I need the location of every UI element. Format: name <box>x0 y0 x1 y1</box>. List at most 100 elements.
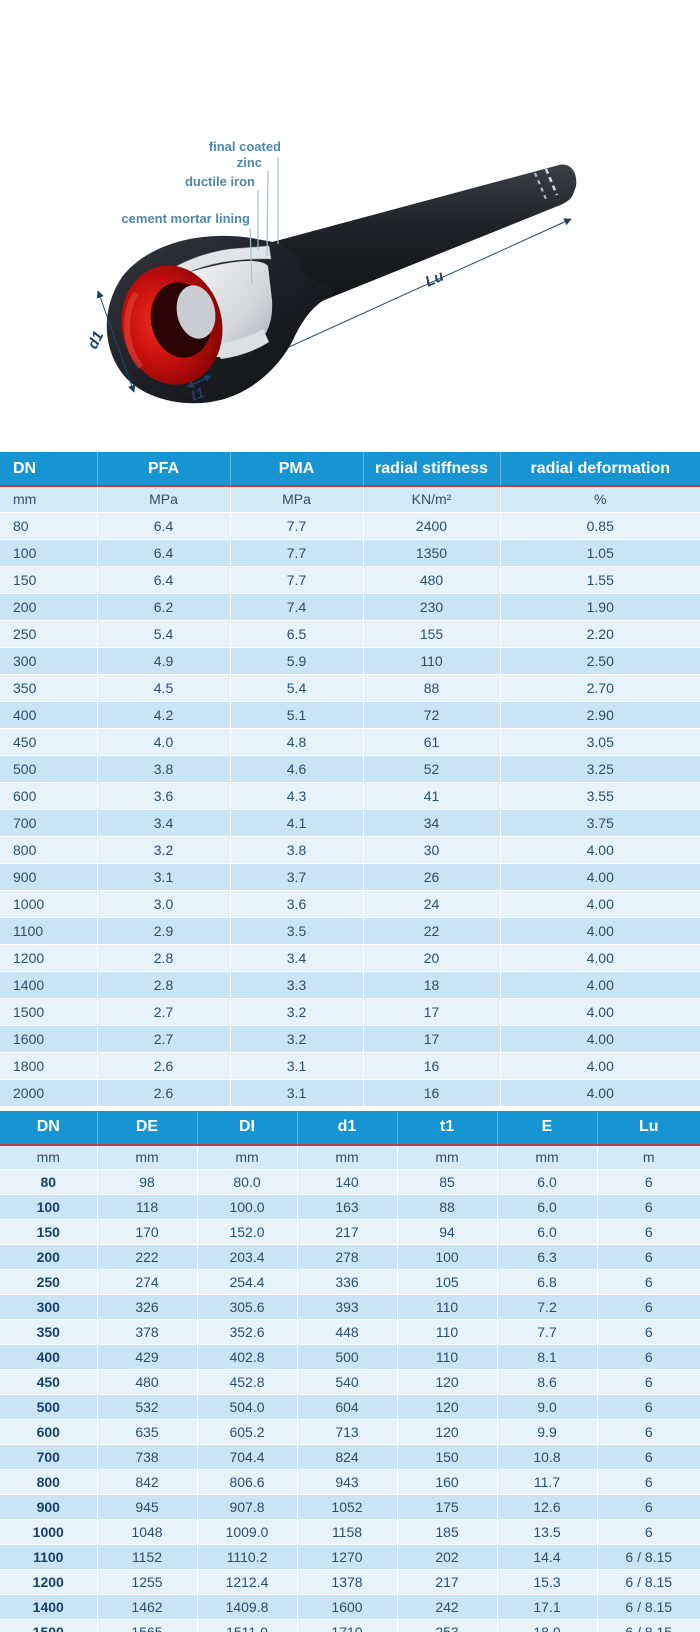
table-cell: 6 <box>597 1369 700 1395</box>
table-cell: 6 / 8.15 <box>597 1544 700 1570</box>
table-cell: 1800 <box>0 1052 98 1080</box>
table-cell: 150 <box>0 1219 98 1245</box>
table-cell: 2.7 <box>97 1025 231 1053</box>
unit-cell: mm <box>497 1144 598 1170</box>
table-cell: 6 <box>597 1169 700 1195</box>
table-cell: 7.7 <box>497 1319 598 1345</box>
table-cell: 4.6 <box>230 755 364 783</box>
table-cell: 202 <box>397 1544 498 1570</box>
table-cell: 800 <box>0 1469 98 1495</box>
table-cell: 110 <box>397 1294 498 1320</box>
table-cell: 3.0 <box>97 890 231 918</box>
table-cell: 3.7 <box>230 863 364 891</box>
table1-units-row: mm MPa MPa KN/m² % <box>0 486 700 513</box>
table-cell: 3.4 <box>230 944 364 972</box>
table-cell: 17 <box>363 1025 501 1053</box>
unit-cell: mm <box>0 1144 98 1170</box>
table-row: 1400 1462 1409.8 1600 242 17.1 6 / 8.15 <box>0 1594 700 1620</box>
table-cell: 100.0 <box>197 1194 298 1220</box>
table-cell: 5.9 <box>230 647 364 675</box>
table-cell: 185 <box>397 1519 498 1545</box>
table-cell: 10.8 <box>497 1444 598 1470</box>
table-cell: 7.2 <box>497 1294 598 1320</box>
table-cell: 738 <box>97 1444 198 1470</box>
table-cell: 2400 <box>363 512 501 540</box>
table-row: 300 326 305.6 393 110 7.2 6 <box>0 1294 700 1320</box>
table-cell: 806.6 <box>197 1469 298 1495</box>
table-cell: 110 <box>397 1344 498 1370</box>
table-cell: 7.7 <box>230 566 364 594</box>
table-cell: 800 <box>0 836 98 864</box>
table-cell: 152.0 <box>197 1219 298 1245</box>
table-cell: 250 <box>0 1269 98 1295</box>
table-cell: 824 <box>297 1444 398 1470</box>
dimensions-table: DN DE DI d1 t1 E Lu mm mm mm mm mm mm m … <box>0 1110 700 1632</box>
table-cell: 1009.0 <box>197 1519 298 1545</box>
table-cell: 2.8 <box>97 944 231 972</box>
table-row: 450 4.0 4.8 61 3.05 <box>0 728 700 756</box>
table1-header-row: DN PFA PMA radial stiffness radial defor… <box>0 452 700 487</box>
table-row: 2000 2.6 3.1 16 4.00 <box>0 1079 700 1107</box>
table-cell: 378 <box>97 1319 198 1345</box>
d1-dimension-label: d1 <box>84 329 107 352</box>
table-cell: 13.5 <box>497 1519 598 1545</box>
table-cell: 4.00 <box>500 998 700 1026</box>
table-cell: 504.0 <box>197 1394 298 1420</box>
table-cell: 1600 <box>297 1594 398 1620</box>
table-cell: 3.1 <box>230 1079 364 1107</box>
table-row: 80 98 80.0 140 85 6.0 6 <box>0 1169 700 1195</box>
table-cell: 253 <box>397 1619 498 1632</box>
table-row: 300 4.9 5.9 110 2.50 <box>0 647 700 675</box>
table-cell: 0.85 <box>500 512 700 540</box>
table-cell: 2.6 <box>97 1052 231 1080</box>
table-cell: 6 <box>597 1469 700 1495</box>
table-cell: 3.3 <box>230 971 364 999</box>
table-cell: 1000 <box>0 890 98 918</box>
table-cell: 80 <box>0 512 98 540</box>
table2-header-dn: DN <box>0 1110 98 1146</box>
lu-dimension-label: Lu <box>423 268 447 291</box>
table-cell: 4.00 <box>500 863 700 891</box>
table-cell: 4.00 <box>500 917 700 945</box>
table1-header-dn: DN <box>0 452 98 487</box>
table-cell: 26 <box>363 863 501 891</box>
table-cell: 1100 <box>0 917 98 945</box>
table-row: 500 3.8 4.6 52 3.25 <box>0 755 700 783</box>
table-row: 900 945 907.8 1052 175 12.6 6 <box>0 1494 700 1520</box>
table-cell: 1511.0 <box>197 1619 298 1632</box>
table-cell: 1255 <box>97 1569 198 1595</box>
table-cell: 704.4 <box>197 1444 298 1470</box>
table-row: 1000 1048 1009.0 1158 185 13.5 6 <box>0 1519 700 1545</box>
table-cell: 6.0 <box>497 1194 598 1220</box>
table2-header-e: E <box>497 1110 598 1146</box>
table-cell: 4.1 <box>230 809 364 837</box>
table-row: 700 738 704.4 824 150 10.8 6 <box>0 1444 700 1470</box>
table-cell: 300 <box>0 647 98 675</box>
table-divider <box>0 1106 700 1109</box>
table-cell: 7.4 <box>230 593 364 621</box>
table-cell: 160 <box>397 1469 498 1495</box>
table-cell: 4.3 <box>230 782 364 810</box>
table-cell: 6.2 <box>97 593 231 621</box>
table-cell: 6 <box>597 1219 700 1245</box>
table-cell: 52 <box>363 755 501 783</box>
table-cell: 72 <box>363 701 501 729</box>
table-cell: 163 <box>297 1194 398 1220</box>
table-cell: 635 <box>97 1419 198 1445</box>
table-cell: 1.05 <box>500 539 700 567</box>
table-cell: 540 <box>297 1369 398 1395</box>
table-row: 200 222 203.4 278 100 6.3 6 <box>0 1244 700 1270</box>
table-cell: 700 <box>0 809 98 837</box>
table-cell: 254.4 <box>197 1269 298 1295</box>
unit-cell: MPa <box>230 486 364 513</box>
table-cell: 3.4 <box>97 809 231 837</box>
unit-cell: mm <box>0 486 98 513</box>
table-cell: 5.1 <box>230 701 364 729</box>
table-cell: 18 <box>363 971 501 999</box>
table-cell: 230 <box>363 593 501 621</box>
table-cell: 1350 <box>363 539 501 567</box>
table-cell: 120 <box>397 1369 498 1395</box>
table-cell: 4.5 <box>97 674 231 702</box>
table-cell: 2.7 <box>97 998 231 1026</box>
table2-header-d1: d1 <box>297 1110 398 1146</box>
